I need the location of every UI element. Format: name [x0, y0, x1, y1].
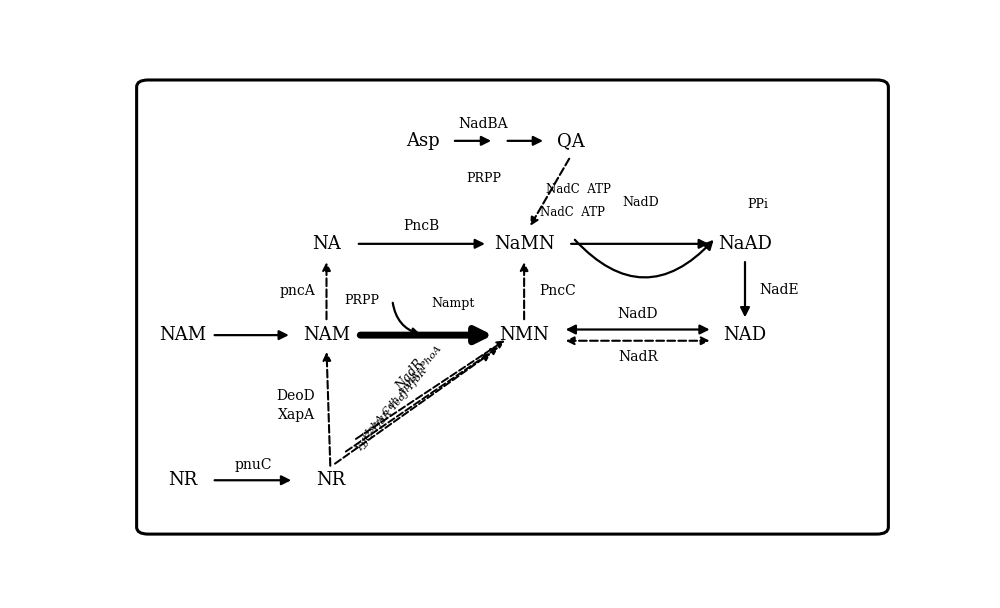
Text: NaAD: NaAD: [718, 235, 772, 253]
Text: NAD: NAD: [723, 326, 767, 344]
Text: NadC  ATP: NadC ATP: [540, 206, 604, 219]
Text: NadD: NadD: [618, 307, 658, 321]
Text: NA: NA: [312, 235, 341, 253]
Text: PncC: PncC: [540, 284, 576, 298]
Text: PPi: PPi: [747, 198, 768, 212]
Text: NadR: NadR: [394, 357, 427, 393]
Text: NR: NR: [168, 471, 198, 489]
Text: UshA Cdh AphA  PhoA: UshA Cdh AphA PhoA: [361, 344, 444, 441]
Text: NaMN: NaMN: [494, 235, 554, 253]
Text: pnuC: pnuC: [234, 458, 272, 472]
FancyBboxPatch shape: [137, 80, 888, 534]
Text: NMN: NMN: [499, 326, 549, 344]
Text: PRPP: PRPP: [466, 172, 501, 185]
Text: NadC  ATP: NadC ATP: [546, 183, 611, 196]
Text: NadE: NadE: [759, 283, 799, 297]
Text: NR: NR: [316, 471, 345, 489]
Text: NadD: NadD: [622, 196, 659, 209]
Text: QA: QA: [557, 132, 584, 150]
Text: PncB: PncB: [404, 219, 440, 233]
Text: YjjG YfdR YedJ YfbR: YjjG YfdR YedJ YfbR: [355, 367, 429, 453]
Text: PRPP: PRPP: [344, 294, 379, 306]
Text: Nampt: Nampt: [431, 297, 475, 310]
Text: DeoD
XapA: DeoD XapA: [276, 389, 315, 421]
Text: pncA: pncA: [279, 284, 315, 298]
Text: NadR: NadR: [618, 350, 658, 364]
Text: NadBA: NadBA: [458, 117, 508, 131]
Text: Asp: Asp: [407, 132, 440, 150]
Text: NAM: NAM: [160, 326, 207, 344]
Text: NAM: NAM: [303, 326, 350, 344]
